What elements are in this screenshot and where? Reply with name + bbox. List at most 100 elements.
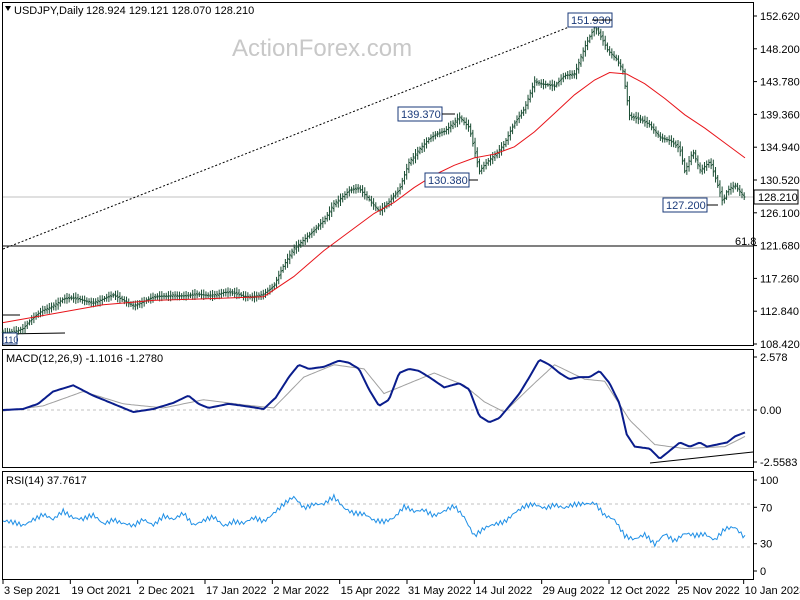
ohlc-bar [215,290,219,300]
ohlc-bar [725,190,728,200]
macd-tick-label: -2.5583 [760,457,797,469]
ohlc-bar [140,297,144,309]
ohlc-bar [414,148,417,164]
ohlc-bar [240,292,243,298]
svg-text:139.370: 139.370 [401,109,441,121]
ohlc-bar [367,195,371,202]
label-130380: 130.380 [424,172,478,188]
ohlc-bar [467,119,470,132]
ohlc-bar [45,304,49,314]
ohlc-bar [43,306,47,314]
ohlc-bar [690,151,693,166]
ohlc-bar [341,193,344,203]
ohlc-bar [584,40,587,57]
ohlc-bar [438,128,441,138]
ohlc-bar [454,117,457,128]
ohlc-bar [740,188,744,199]
ohlc-bar [531,82,534,98]
rsi-line [2,493,746,548]
ohlc-bar [328,206,331,221]
ohlc-bar [540,79,543,89]
label-110: 110 [2,332,18,345]
ohlc-bar [742,192,746,201]
price-y-axis: 152.620 148.200 143.780 139.360 134.940 130.5… [753,11,800,351]
ohlc-bar [70,295,73,301]
ohlc-bar [537,80,541,86]
ohlc-bar [334,199,338,208]
ohlc-bar [299,239,303,248]
price-tick-label: 148.200 [760,44,800,56]
ohlc-bar [114,290,117,301]
ohlc-bar [365,191,369,201]
ohlc-bar [118,292,122,303]
ohlc-bar [434,131,437,140]
ohlc-bar [176,291,179,301]
ohlc-bar [513,120,516,129]
ohlc-bar [687,155,691,172]
ohlc-bar [262,289,265,300]
ohlc-bar [231,289,234,296]
ohlc-bar [107,291,111,302]
dotted-trendline [2,17,593,250]
ohlc-bar [392,192,395,202]
ohlc-bar [103,296,106,302]
ohlc-bar [178,291,181,301]
price-panel-frame [2,2,754,346]
ohlc-bar [641,116,644,124]
ohlc-bar [193,288,197,300]
ohlc-bar [297,239,300,252]
ohlc-bar [279,266,283,280]
macd-title: MACD(12,26,9) -1.1016 -1.2780 [6,353,163,365]
ohlc-bar [515,115,519,126]
ohlc-bar [85,297,89,305]
ohlc-bar [511,123,514,135]
ohlc-bar [429,134,433,143]
ohlc-bar [542,78,545,90]
ohlc-bar [348,186,351,197]
ohlc-bar [409,157,413,166]
ohlc-bar [56,297,60,310]
ohlc-bar [473,137,477,158]
ohlc-bar [405,163,408,180]
ohlc-bar [727,185,730,196]
rsi-tick-label: 0 [760,566,766,578]
ohlc-bar [151,292,155,303]
ohlc-bar [275,276,278,288]
ohlc-bar [570,70,574,79]
ohlc-bar [520,109,523,119]
ohlc-bar [277,270,280,285]
ohlc-bar [92,298,95,308]
ohlc-bar [707,159,711,168]
ohlc-bar [487,157,490,166]
ohlc-bar [352,185,355,194]
ohlc-bar [330,202,333,218]
ohlc-bar [310,228,314,238]
ohlc-bar [586,36,589,51]
ohlc-bar [403,171,406,185]
ohlc-bar [295,241,298,254]
ohlc-bar [568,70,572,80]
ohlc-bar [650,121,653,131]
ohlc-bar [705,160,708,171]
ohlc-bar [224,288,228,297]
ohlc-bar [171,291,175,300]
ohlc-bar [738,184,741,196]
ohlc-bar [41,305,44,317]
x-tick-label: 10 Jan 2023 [745,585,800,597]
ohlc-bar [189,292,192,299]
ohlc-bar [304,234,307,246]
ohlc-bar [456,113,459,128]
ohlc-bar [588,34,591,44]
current-price-tag: 128.210 [753,189,799,205]
price-title: USDJPY,Daily [14,5,84,17]
ohlc-bar [308,231,311,239]
ohlc-bar [606,42,609,53]
ohlc-bar [173,291,177,300]
ohlc-bar [449,120,453,133]
ohlc-bar [720,186,724,206]
ohlc-bar [359,185,362,193]
ohlc-bar [522,106,525,116]
macd-tick-label: 2.578 [760,352,788,364]
ohlc-bar [718,180,722,197]
ohlc-bar [147,296,150,303]
